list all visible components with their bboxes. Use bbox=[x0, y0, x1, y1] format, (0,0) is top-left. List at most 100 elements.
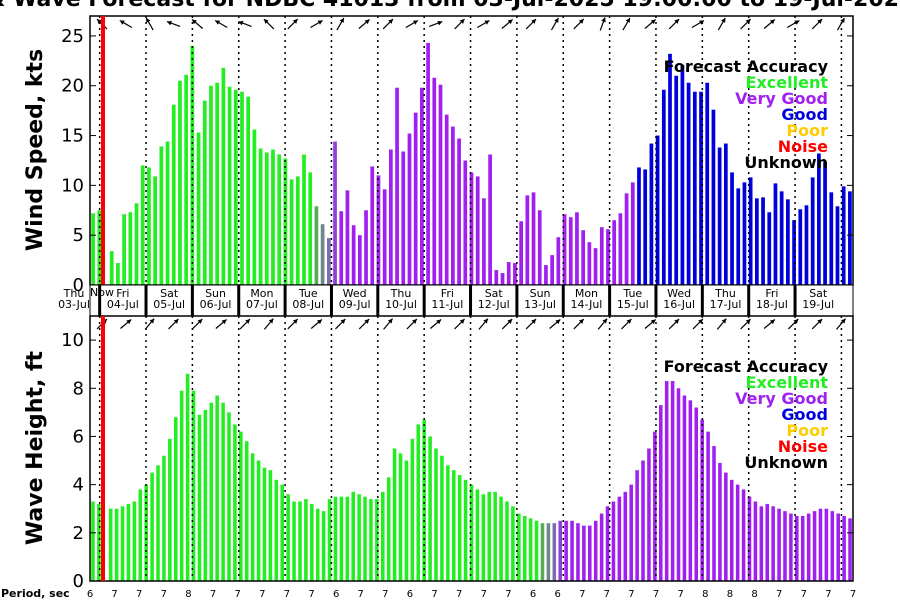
day-name: Tue bbox=[298, 287, 318, 300]
day-label-strip: Thu03-JulFri04-JulSat05-JulSun06-JulMon0… bbox=[58, 284, 854, 317]
bar bbox=[369, 499, 373, 581]
bar bbox=[392, 448, 397, 581]
bar bbox=[748, 177, 753, 285]
bar bbox=[351, 225, 356, 285]
bar bbox=[227, 412, 231, 581]
bar bbox=[386, 477, 391, 581]
bar bbox=[674, 75, 679, 285]
day-date: 19-Jul bbox=[802, 298, 834, 311]
bar bbox=[568, 217, 573, 285]
bar bbox=[753, 501, 758, 581]
bar bbox=[525, 195, 530, 285]
bar bbox=[540, 523, 545, 581]
direction-arrow bbox=[191, 318, 203, 330]
bar bbox=[295, 176, 300, 285]
bar bbox=[156, 465, 160, 581]
bar bbox=[505, 501, 509, 581]
period-row: 6 7 7 7 8 7 7 7 7 7 6 7 7 6 7 7 7 7 6 6 7 7 7 7 7 8 8 8 7 7 7 7 bbox=[87, 589, 856, 600]
bar bbox=[692, 91, 697, 285]
direction-arrow bbox=[406, 318, 418, 330]
bar bbox=[244, 441, 249, 581]
bar bbox=[134, 203, 139, 285]
period-value: 8 bbox=[727, 589, 733, 600]
bar bbox=[513, 263, 517, 285]
bar bbox=[339, 496, 344, 581]
direction-arrow bbox=[644, 19, 657, 29]
day-name: Sat bbox=[485, 287, 504, 300]
direction-arrow bbox=[428, 20, 443, 27]
bar bbox=[438, 84, 443, 286]
wave-y-ticks: 0 2 4 6 8 10 bbox=[61, 330, 853, 592]
y-tick-label: 0 bbox=[73, 571, 84, 592]
direction-arrow bbox=[191, 19, 204, 29]
day-date: 13-Jul bbox=[524, 298, 556, 311]
bar bbox=[233, 89, 238, 285]
legend-item: Noise bbox=[778, 137, 828, 156]
bar bbox=[767, 212, 772, 285]
bar bbox=[203, 409, 208, 581]
bar bbox=[611, 501, 616, 581]
bar bbox=[457, 475, 462, 581]
bar bbox=[422, 419, 426, 581]
bar bbox=[308, 172, 313, 285]
period-value: 7 bbox=[382, 589, 388, 600]
bar bbox=[108, 508, 113, 581]
bar bbox=[420, 87, 424, 285]
bar bbox=[463, 479, 468, 581]
direction-arrow bbox=[383, 318, 394, 330]
bar bbox=[185, 373, 190, 581]
day-date: 04-Jul bbox=[107, 298, 139, 311]
bar bbox=[792, 220, 796, 285]
period-value: 7 bbox=[653, 589, 659, 600]
bar bbox=[789, 513, 793, 581]
wind-y-axis-label: Wind Speed, kts bbox=[23, 49, 48, 251]
direction-arrow bbox=[263, 318, 274, 330]
legend-item: Poor bbox=[786, 121, 828, 140]
bar bbox=[444, 114, 449, 285]
direction-arrow bbox=[599, 17, 606, 31]
direction-arrow bbox=[644, 319, 657, 329]
bar bbox=[401, 151, 406, 285]
period-value: 8 bbox=[751, 589, 757, 600]
bar bbox=[519, 221, 523, 285]
bar bbox=[712, 446, 716, 581]
day-name: Thu bbox=[714, 287, 736, 300]
bar bbox=[298, 501, 302, 581]
direction-arrow bbox=[786, 19, 800, 29]
bar bbox=[345, 496, 350, 581]
bar bbox=[463, 160, 468, 285]
period-value: 8 bbox=[702, 589, 708, 600]
bar bbox=[315, 508, 320, 581]
bar bbox=[735, 484, 740, 581]
bar bbox=[842, 515, 846, 581]
period-value: 7 bbox=[234, 589, 240, 600]
bar bbox=[209, 85, 213, 286]
bar bbox=[655, 135, 660, 285]
bar bbox=[668, 53, 672, 285]
bar bbox=[264, 152, 269, 285]
direction-arrow bbox=[597, 318, 608, 330]
bar bbox=[153, 176, 157, 285]
bar bbox=[618, 213, 623, 285]
bar bbox=[407, 133, 412, 285]
bar bbox=[765, 503, 770, 581]
day-name: Thu bbox=[390, 287, 412, 300]
bar bbox=[829, 192, 834, 285]
bar bbox=[742, 182, 747, 285]
bar bbox=[171, 104, 176, 285]
wave-y-axis-label: Wave Height, ft bbox=[23, 350, 48, 545]
bar bbox=[700, 419, 704, 581]
period-value: 7 bbox=[850, 589, 856, 600]
period-value: 7 bbox=[801, 589, 807, 600]
bar bbox=[806, 513, 811, 581]
bar bbox=[718, 462, 722, 581]
bar bbox=[528, 518, 533, 581]
day-name: Sat bbox=[160, 287, 179, 300]
direction-arrow bbox=[168, 318, 179, 330]
day-name: Fri bbox=[441, 287, 454, 300]
direction-arrow bbox=[691, 19, 705, 29]
bar bbox=[783, 511, 787, 581]
direction-arrow bbox=[716, 318, 727, 330]
bar bbox=[239, 431, 243, 581]
